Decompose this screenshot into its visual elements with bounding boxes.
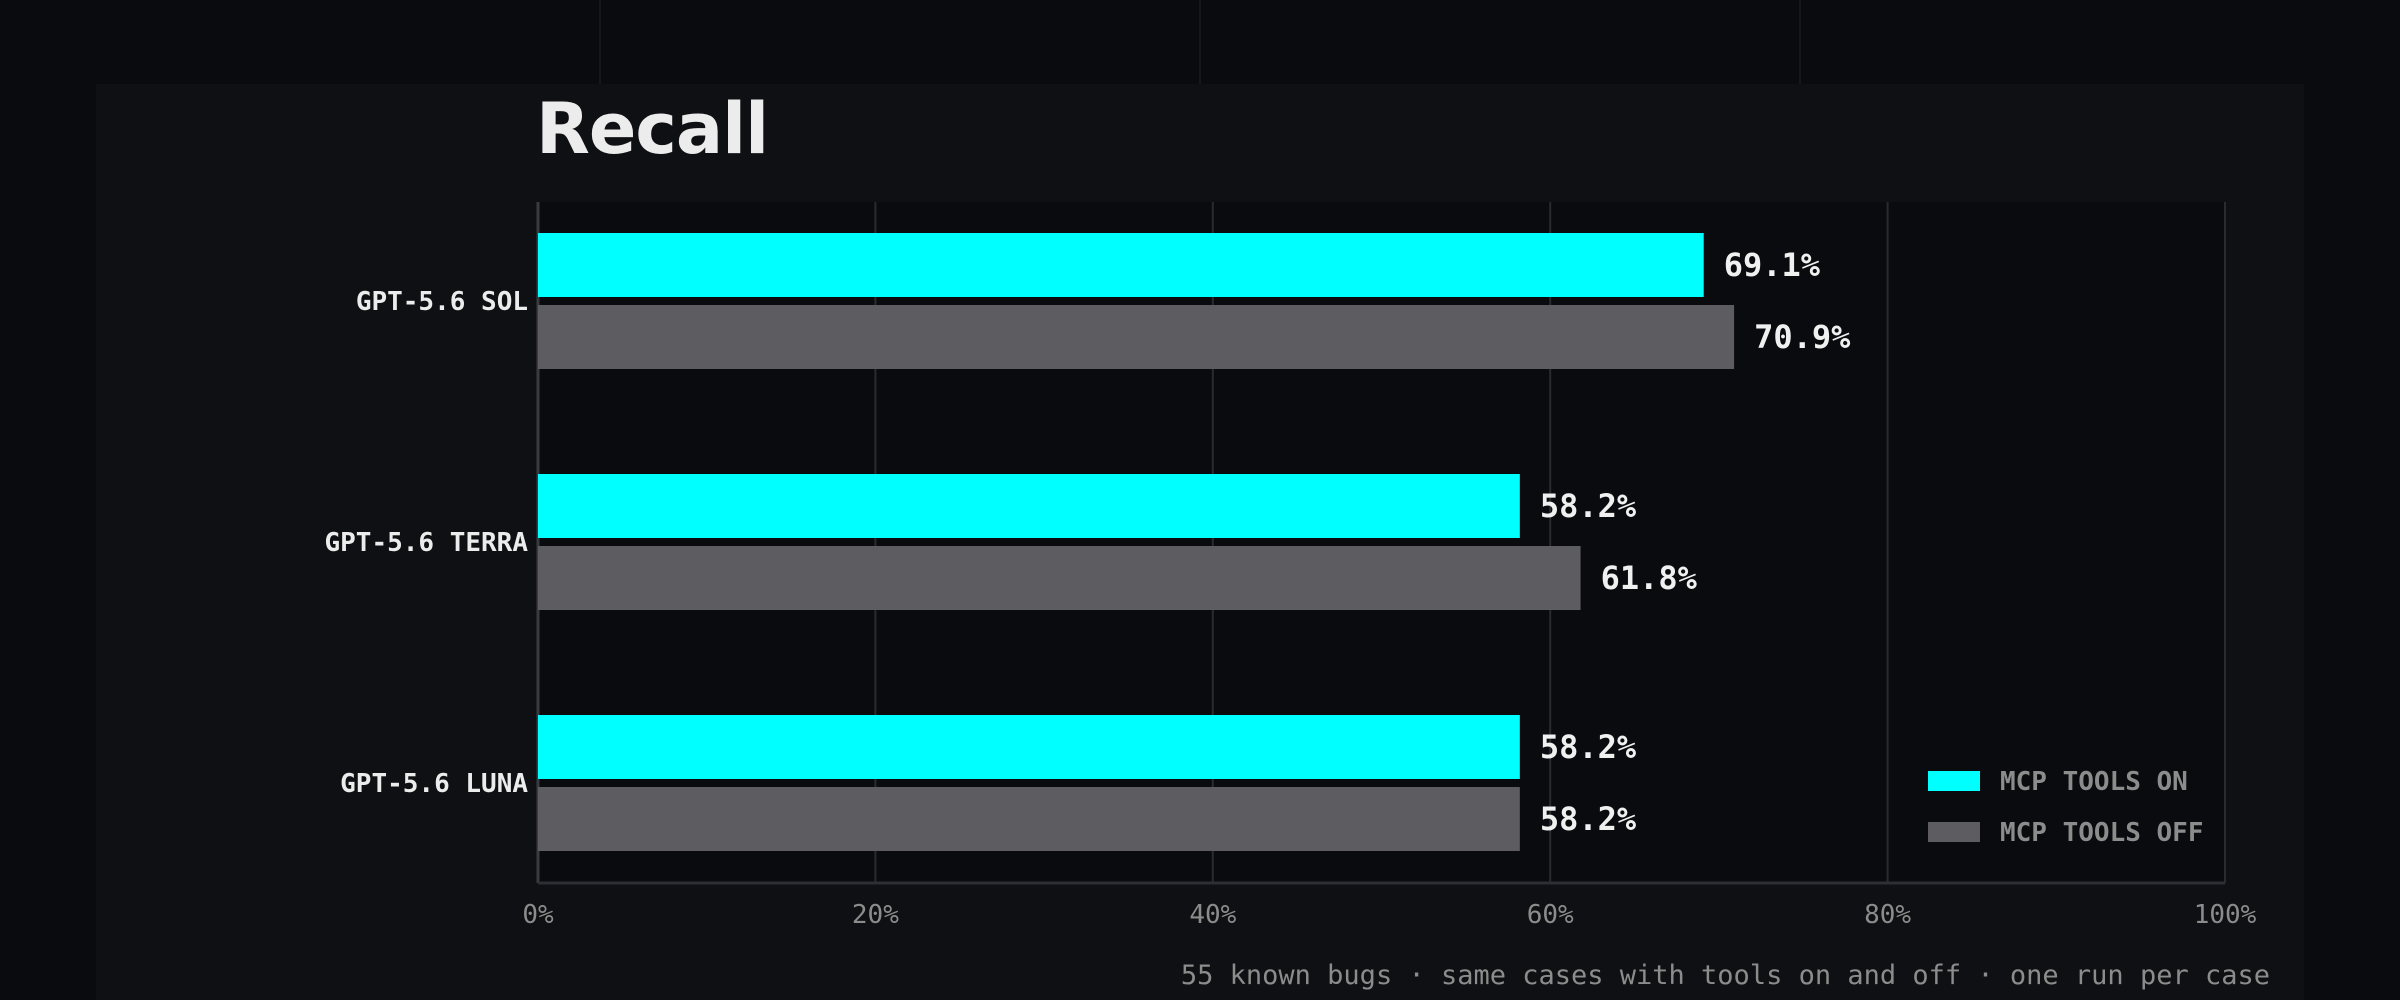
legend-label: MCP TOOLS OFF bbox=[2000, 818, 2204, 848]
chart-footnote: 55 known bugs · same cases with tools on… bbox=[1180, 960, 2270, 991]
value-label: 69.1% bbox=[1724, 246, 1821, 284]
value-label: 70.9% bbox=[1754, 318, 1851, 356]
value-label: 58.2% bbox=[1540, 487, 1637, 525]
x-tick-label: 100% bbox=[2194, 900, 2257, 930]
legend-swatch bbox=[1928, 822, 1980, 842]
category-label: GPT-5.6 LUNA bbox=[340, 769, 528, 799]
category-label: GPT-5.6 SOL bbox=[356, 287, 528, 317]
bar bbox=[538, 715, 1520, 779]
legend-swatch bbox=[1928, 771, 1980, 791]
x-tick-label: 40% bbox=[1189, 900, 1236, 930]
x-tick-label: 0% bbox=[522, 900, 554, 930]
bar bbox=[538, 233, 1704, 297]
category-label: GPT-5.6 TERRA bbox=[325, 528, 529, 558]
bar bbox=[538, 787, 1520, 851]
x-tick-label: 80% bbox=[1864, 900, 1911, 930]
value-label: 61.8% bbox=[1601, 559, 1698, 597]
bar bbox=[538, 305, 1735, 369]
x-tick-label: 20% bbox=[852, 900, 899, 930]
value-label: 58.2% bbox=[1540, 800, 1637, 838]
bar bbox=[538, 546, 1581, 610]
chart-title: Recall bbox=[536, 88, 769, 170]
legend-label: MCP TOOLS ON bbox=[2000, 767, 2188, 797]
x-tick-label: 60% bbox=[1527, 900, 1574, 930]
value-label: 58.2% bbox=[1540, 728, 1637, 766]
bar bbox=[538, 474, 1520, 538]
